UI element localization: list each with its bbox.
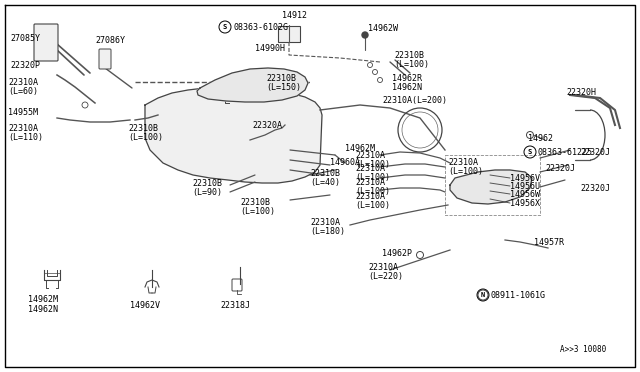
Text: (L=100): (L=100): [355, 186, 390, 196]
Text: 14962N: 14962N: [28, 305, 58, 314]
Text: 14956W: 14956W: [510, 189, 540, 199]
Text: 22310B: 22310B: [192, 179, 222, 187]
Text: (L=100): (L=100): [394, 60, 429, 68]
Text: 22310A: 22310A: [8, 77, 38, 87]
Text: 22310B: 22310B: [310, 169, 340, 177]
Text: 14962P: 14962P: [382, 248, 412, 257]
Text: 14962W: 14962W: [368, 23, 398, 32]
Text: 14957R: 14957R: [534, 237, 564, 247]
Text: 22310B: 22310B: [394, 51, 424, 60]
Text: 27085Y: 27085Y: [10, 33, 40, 42]
Text: 22310A: 22310A: [448, 157, 478, 167]
Text: 22310A: 22310A: [368, 263, 398, 273]
Text: 08911-1061G: 08911-1061G: [491, 291, 546, 299]
Text: 22318J: 22318J: [220, 301, 250, 311]
Text: 14956U: 14956U: [510, 182, 540, 190]
Text: (L=150): (L=150): [266, 83, 301, 92]
Text: (L=220): (L=220): [368, 273, 403, 282]
Text: 14962R: 14962R: [392, 74, 422, 83]
Text: 14962: 14962: [528, 134, 553, 142]
FancyBboxPatch shape: [34, 24, 58, 61]
Text: 22310B: 22310B: [266, 74, 296, 83]
Text: (L=60): (L=60): [8, 87, 38, 96]
Text: 08363-61225: 08363-61225: [538, 148, 593, 157]
Text: (L=90): (L=90): [192, 187, 222, 196]
Text: (L=100): (L=100): [240, 206, 275, 215]
Text: 14960A: 14960A: [330, 157, 360, 167]
Polygon shape: [145, 87, 322, 183]
Text: (L=100): (L=100): [355, 160, 390, 169]
Text: 14990H: 14990H: [255, 44, 285, 52]
Text: 22320A: 22320A: [252, 121, 282, 129]
Text: 22310A: 22310A: [355, 192, 385, 201]
Text: 14962M: 14962M: [28, 295, 58, 305]
Text: 22310A(L=200): 22310A(L=200): [382, 96, 447, 105]
Text: 22310A: 22310A: [355, 177, 385, 186]
Text: A>>3 10080: A>>3 10080: [560, 346, 606, 355]
Text: 22310B: 22310B: [128, 124, 158, 132]
Text: 22320J: 22320J: [580, 148, 610, 157]
Text: 22310A: 22310A: [355, 151, 385, 160]
Text: 27086Y: 27086Y: [95, 35, 125, 45]
Text: (L=100): (L=100): [128, 132, 163, 141]
Polygon shape: [197, 68, 308, 102]
Text: (L=180): (L=180): [310, 227, 345, 235]
FancyBboxPatch shape: [278, 26, 300, 42]
Text: 22310A: 22310A: [355, 164, 385, 173]
FancyBboxPatch shape: [99, 49, 111, 69]
Circle shape: [362, 32, 368, 38]
Text: 22310A: 22310A: [8, 124, 38, 132]
Text: 22320P: 22320P: [10, 61, 40, 70]
Text: (L=110): (L=110): [8, 132, 43, 141]
Text: 22320J: 22320J: [580, 183, 610, 192]
Text: 14956V: 14956V: [510, 173, 540, 183]
Text: 08363-6102G: 08363-6102G: [233, 22, 288, 32]
Text: S: S: [528, 149, 532, 155]
Text: 14955M: 14955M: [8, 108, 38, 116]
Text: 14962V: 14962V: [130, 301, 160, 311]
Text: 22320J: 22320J: [545, 164, 575, 173]
Text: N: N: [481, 292, 485, 298]
Text: (L=100): (L=100): [355, 201, 390, 209]
Text: 22310A: 22310A: [310, 218, 340, 227]
Text: 14962M: 14962M: [345, 144, 375, 153]
Text: S: S: [223, 24, 227, 30]
Text: 22310B: 22310B: [240, 198, 270, 206]
Text: (L=100): (L=100): [448, 167, 483, 176]
Text: 22320H: 22320H: [566, 87, 596, 96]
Text: 14962N: 14962N: [392, 83, 422, 92]
Text: 14956X: 14956X: [510, 199, 540, 208]
Text: (L=40): (L=40): [310, 177, 340, 186]
Text: (L=100): (L=100): [355, 173, 390, 182]
Polygon shape: [450, 170, 532, 204]
Text: 14912: 14912: [282, 10, 307, 19]
